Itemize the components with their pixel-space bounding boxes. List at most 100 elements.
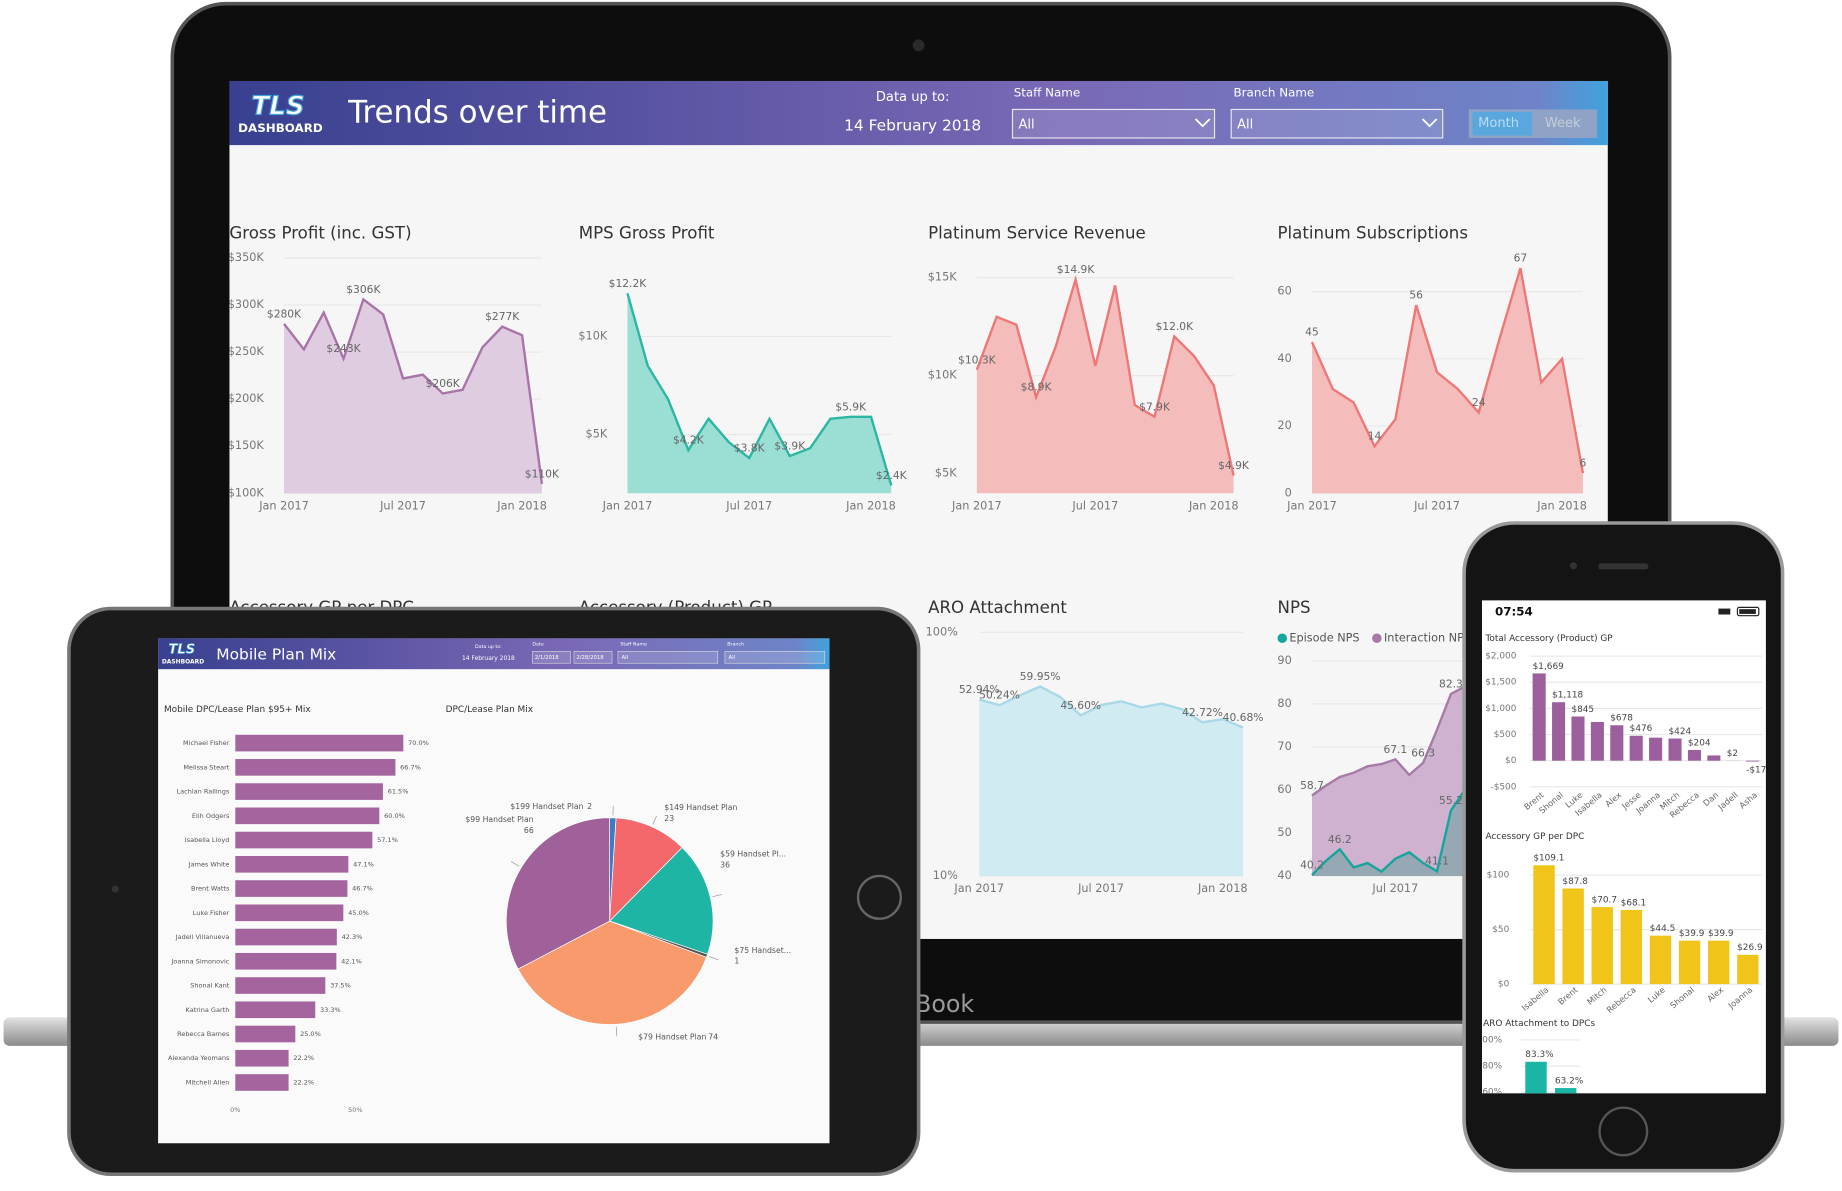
page-title: Mobile Plan Mix — [216, 645, 336, 663]
y-tick-label: Luke Fisher — [193, 909, 230, 917]
data-label: $1,669 — [1533, 662, 1564, 672]
dropdown-box[interactable] — [617, 651, 719, 664]
dropdown-value[interactable]: All — [1018, 117, 1034, 132]
data-label: $70.7 — [1592, 895, 1618, 905]
line — [978, 685, 1244, 729]
data-label: 42.72% — [1182, 706, 1223, 719]
x-tick-label: Jan 2018 — [1188, 499, 1239, 512]
x-tick-label: Jul 2017 — [1371, 882, 1418, 895]
chart-title: Accessory GP per DPC — [1485, 832, 1584, 842]
y-tick-label: Joanna Simonovic — [170, 957, 229, 965]
y-tick-label: -$500 — [1490, 782, 1516, 792]
tablet-screen: TLS DASHBOARD Mobile Plan Mix Data up to… — [158, 638, 830, 1144]
data-label: 33.3% — [320, 1006, 341, 1014]
staff-dropdown[interactable]: All — [1011, 108, 1216, 139]
x-tick-label: Jan 2017 — [602, 499, 653, 512]
dropdown-value[interactable]: All — [1237, 117, 1253, 132]
data-label: $14.9K — [1057, 263, 1096, 276]
slice-label: $149 Handset Plan — [664, 803, 737, 812]
line — [626, 292, 893, 486]
data-label: $424 — [1668, 727, 1691, 737]
data-label: $277K — [485, 310, 520, 323]
x-tick-label: Jul 2017 — [1071, 499, 1118, 512]
data-label: 45.0% — [348, 909, 369, 917]
y-tick-label: Elih Odgers — [192, 812, 230, 820]
area — [1311, 781, 1493, 876]
y-tick-label: 60 — [1277, 285, 1291, 298]
data-label: $4.9K — [1218, 459, 1250, 472]
y-tick-label: Alexanda Yeomans — [168, 1054, 230, 1062]
x-tick-label: Jan 2018 — [496, 499, 547, 512]
battery-level — [1739, 609, 1756, 614]
data-label: $206K — [426, 377, 461, 390]
header — [229, 80, 1608, 146]
y-tick-label: $100K — [228, 486, 265, 499]
bar — [1737, 954, 1759, 985]
chart-title: Total Accessory (Product) GP — [1484, 634, 1613, 644]
dropdown-box[interactable] — [724, 651, 826, 664]
date-to[interactable]: 2/28/2018 — [576, 655, 604, 661]
x-tick-label: Jan 2017 — [951, 499, 1002, 512]
y-tick-label: Michael Fisher — [183, 739, 230, 747]
slice-value: 23 — [664, 814, 674, 823]
dropdown-box[interactable] — [1230, 108, 1444, 139]
area — [979, 686, 1244, 876]
staff-label: Staff Name — [620, 642, 647, 648]
y-tick-label: $500 — [1494, 730, 1517, 740]
toggle-month[interactable]: Month — [1478, 116, 1519, 131]
bar — [1668, 738, 1682, 761]
chevron[interactable] — [1194, 118, 1211, 128]
bar — [235, 831, 373, 849]
bar — [1591, 907, 1613, 985]
chevron[interactable] — [1421, 118, 1438, 128]
data-label: 45.60% — [1060, 699, 1101, 712]
y-tick-label: 80 — [1277, 697, 1291, 710]
date-from[interactable]: 2/1/2018 — [535, 655, 560, 661]
chart-title: DPC/Lease Plan Mix — [446, 705, 533, 715]
y-tick-label: $50 — [1492, 925, 1509, 935]
y-tick-label: 100% — [1477, 1035, 1502, 1045]
bar — [1555, 1088, 1577, 1094]
dropdown-box[interactable] — [1011, 108, 1216, 139]
bar — [235, 977, 326, 994]
x-tick-label: Jul 2017 — [379, 499, 426, 512]
x-tick-label: Jan 2017 — [1286, 499, 1337, 512]
bar — [235, 1074, 289, 1091]
data-label: $2 — [1727, 749, 1738, 759]
y-tick-label: Mitchell Allen — [186, 1079, 230, 1087]
data-up-to: 14 February 2018 — [844, 117, 981, 135]
data-label: $109.1 — [1533, 854, 1564, 864]
legend-label: Episode NPS — [1289, 631, 1359, 644]
signal-icon — [1718, 608, 1731, 615]
dropdown-value[interactable]: All — [622, 655, 629, 661]
laptop-brand: Book — [915, 990, 974, 1018]
data-up-to: 14 February 2018 — [462, 655, 515, 662]
toggle-week[interactable]: Week — [1545, 116, 1581, 131]
data-label: 24 — [1472, 396, 1486, 409]
x-tick-label: Jan 2018 — [845, 499, 896, 512]
data-label: 67 — [1514, 252, 1528, 265]
x-tick-label: Jan 2018 — [1197, 882, 1248, 895]
dropdown-value[interactable]: All — [728, 655, 735, 661]
bar — [1562, 888, 1584, 985]
data-label: 55.2 — [1439, 794, 1463, 807]
toggle-active[interactable] — [1472, 111, 1532, 136]
area — [976, 279, 1234, 494]
date-box[interactable] — [532, 651, 571, 664]
data-label: -$17 — [1746, 765, 1766, 775]
y-tick-label: Lachlan Rallings — [177, 788, 230, 796]
data-label: 70.0% — [408, 739, 429, 747]
bar — [1687, 750, 1701, 761]
y-tick-label: Rebecca Barnes — [177, 1030, 230, 1038]
data-label: $306K — [346, 283, 381, 296]
bar — [1610, 725, 1624, 761]
slice-value: 1 — [734, 957, 739, 966]
branch-dropdown[interactable]: All — [1230, 108, 1444, 139]
y-tick-label: $15K — [928, 271, 958, 284]
data-label: 63.2% — [1555, 1076, 1583, 1086]
data-label: $3.9K — [774, 440, 806, 453]
slice-value: 2 — [587, 802, 592, 811]
y-tick-label: $350K — [228, 251, 265, 264]
date-box[interactable] — [573, 651, 613, 664]
leader-line — [712, 894, 722, 898]
